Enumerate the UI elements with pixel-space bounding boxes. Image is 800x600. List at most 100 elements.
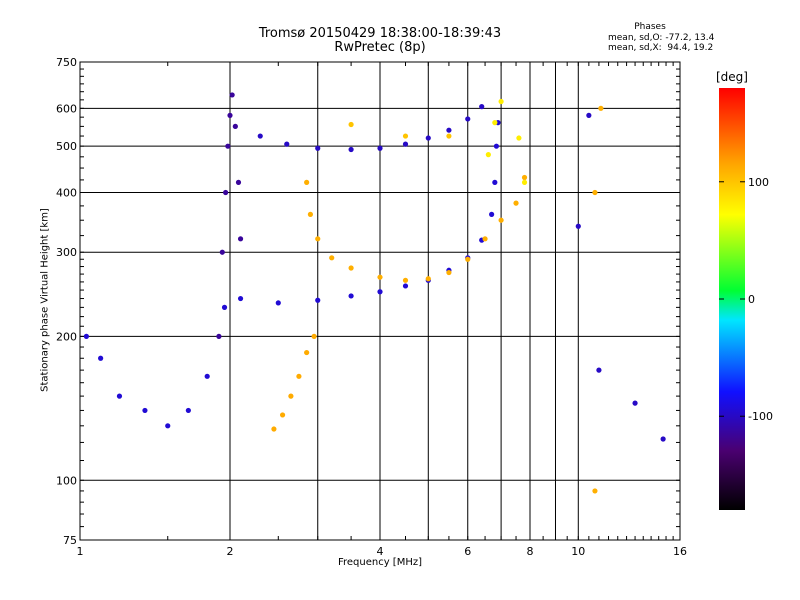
chart-grid [80,62,680,540]
data-point [465,116,471,122]
data-point [279,412,286,418]
y-tick-label: 75 [63,534,77,547]
data-point [315,297,321,303]
data-point [216,333,222,339]
data-point [521,174,528,181]
data-point [498,217,504,223]
data-point [493,143,500,149]
colorbar-unit-label: [deg] [716,70,748,84]
data-point [311,333,317,339]
data-point [237,236,244,242]
data-point [142,407,148,414]
data-point [482,236,488,242]
data-point [479,104,485,110]
phase-x-stats: mean, sd,X: 94.4, 19.2 [608,43,714,53]
data-point [185,407,191,414]
data-point [592,189,598,196]
y-axis-label: Stationary phase Virtual Height [km] [39,208,51,392]
y-tick-label: 100 [56,474,77,487]
chart-title: Tromsø 20150429 18:38:00-18:39:43 [258,26,502,41]
data-point [315,145,321,151]
data-point [83,333,89,339]
y-tick-label: 200 [56,330,77,343]
data-point [632,400,638,406]
colorbar-ticks: 100 0 -100 [719,176,773,423]
chart-axes: 1 2 4 6 8 10 16 75 100 200 300 400 500 600 750 [56,56,687,558]
data-point [237,295,244,302]
data-point [271,426,277,432]
data-point [219,249,225,255]
data-point [446,127,452,133]
data-point [204,373,210,379]
phases-heading: Phases [634,22,666,32]
data-point [402,283,409,289]
data-point [446,133,452,139]
data-point [229,92,235,98]
data-point [223,189,229,196]
data-point [296,373,302,379]
data-point [98,355,104,361]
data-point [592,488,598,494]
data-point [257,133,263,139]
data-point [304,349,310,356]
data-point [660,436,666,442]
data-point [492,179,498,185]
y-tick-label: 500 [56,140,77,153]
data-point [485,152,491,158]
data-point [596,367,602,373]
data-point [465,256,471,262]
data-point [329,255,335,261]
data-point [304,179,310,185]
data-point [446,269,452,276]
x-tick-label: 10 [571,545,585,558]
data-point [348,265,354,271]
phase-o-stats: mean, sd,O: -77.2, 13.4 [608,33,715,43]
x-tick-label: 2 [227,545,234,558]
data-point [348,293,354,299]
y-tick-label: 750 [56,56,77,69]
data-point [315,236,321,242]
x-axis-label: Frequency [MHz] [337,557,423,568]
x-tick-label: 4 [377,545,384,558]
data-point [165,423,171,429]
data-point [402,141,409,147]
colorbar-tick-label: 100 [748,176,769,189]
data-point [225,143,231,149]
scatter-points [83,92,666,494]
data-point [425,276,431,282]
data-point [498,98,504,105]
data-point [489,211,495,217]
data-point [227,112,233,118]
y-tick-label: 600 [56,102,77,115]
data-point [116,393,123,399]
data-point [377,145,383,151]
data-point [492,120,498,126]
data-point [284,141,290,147]
y-tick-label: 400 [56,186,77,199]
data-point [288,393,294,399]
data-point [232,123,238,129]
x-tick-label: 8 [527,545,534,558]
x-tick-label: 6 [464,545,471,558]
colorbar-tick-label: 0 [748,293,755,306]
data-point [348,121,354,128]
data-point [513,200,519,206]
data-point [425,135,431,141]
data-point [521,179,528,185]
data-point [586,112,592,118]
data-point [516,135,522,141]
chart-subtitle: RwPretec (8p) [334,40,426,55]
data-point [598,105,604,111]
y-tick-label: 300 [56,246,77,259]
data-point [307,211,314,217]
data-point [275,300,281,306]
x-tick-label: 16 [673,545,687,558]
data-point [575,223,581,229]
data-point [402,133,409,139]
data-point [348,146,354,153]
data-point [377,289,383,295]
colorbar-tick-label: -100 [748,410,773,423]
x-tick-label: 1 [77,545,84,558]
data-point [221,304,228,310]
